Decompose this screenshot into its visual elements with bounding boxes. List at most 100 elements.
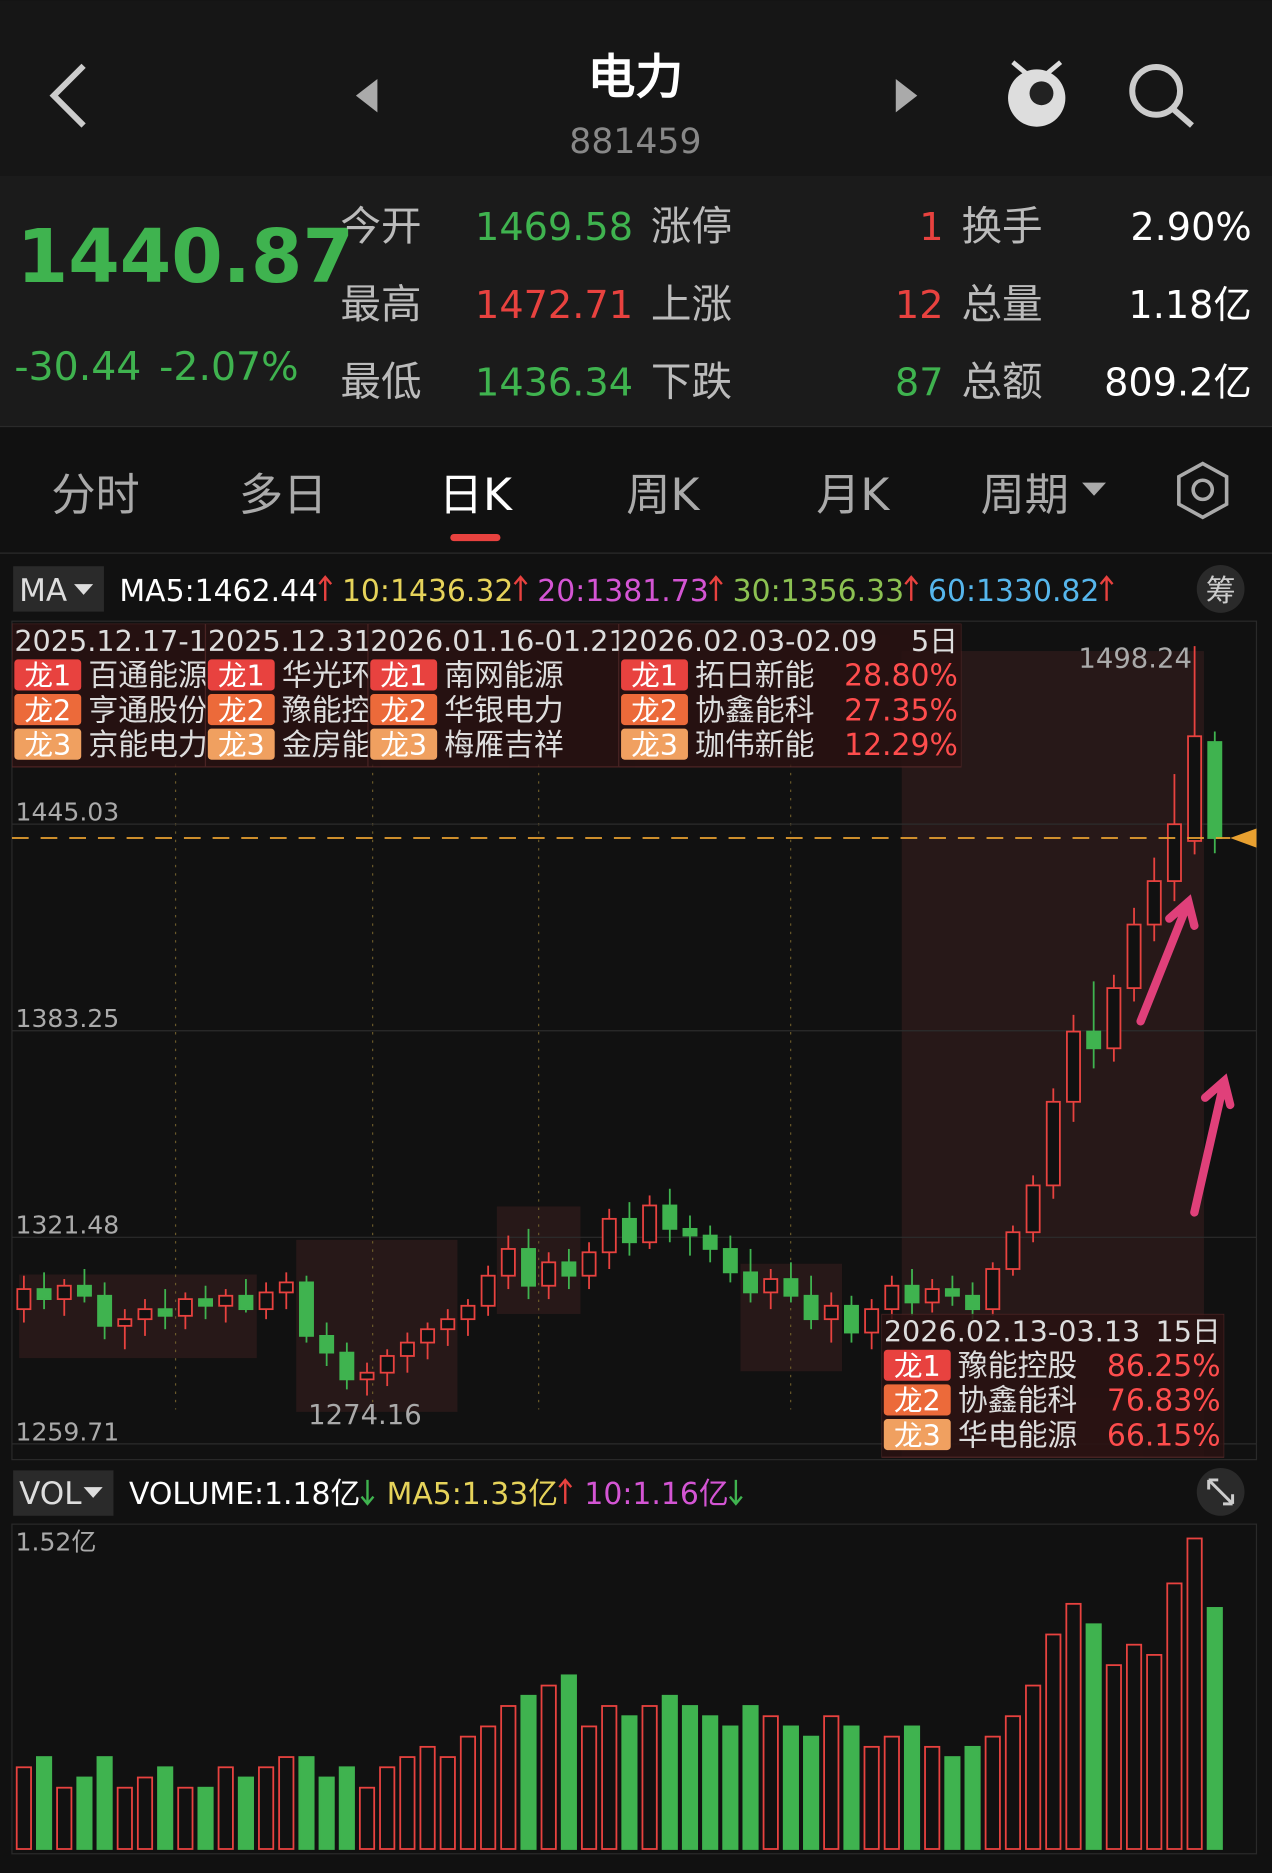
up-arrow bbox=[513, 575, 528, 601]
stock-gain: 76.83% bbox=[1107, 1384, 1221, 1419]
volume-bar bbox=[318, 1776, 335, 1850]
volume-bar bbox=[358, 1786, 376, 1850]
rank-badge bbox=[621, 659, 688, 691]
next-button[interactable] bbox=[895, 78, 918, 113]
volume-bar bbox=[379, 1766, 396, 1850]
stock-name: 豫能控 bbox=[282, 693, 372, 728]
rank: 龙1 bbox=[631, 659, 678, 693]
volume-bar bbox=[540, 1684, 557, 1850]
candle-body bbox=[884, 1284, 900, 1311]
extreme-label: 1498.24 bbox=[1078, 644, 1192, 675]
y-tick-label: 1383.25 bbox=[16, 1004, 120, 1033]
stock-name: 金房能 bbox=[282, 728, 372, 763]
stock-name: 协鑫能科 bbox=[958, 1384, 1077, 1419]
rank-badge bbox=[370, 728, 438, 760]
tab[interactable]: 多日 bbox=[239, 470, 327, 521]
up-arrow bbox=[709, 575, 723, 601]
candle-body bbox=[299, 1281, 314, 1337]
volume-bar bbox=[762, 1715, 779, 1850]
y-tick-label: 1445.03 bbox=[16, 798, 120, 827]
candle-body bbox=[1086, 1030, 1102, 1050]
stat-label: 最高 bbox=[340, 280, 421, 328]
tab-indicator bbox=[450, 533, 501, 542]
stat-label: 涨停 bbox=[651, 202, 732, 250]
candle-body bbox=[258, 1291, 274, 1311]
ma-value: MA5:1462.44 bbox=[119, 574, 318, 609]
search-icon[interactable] bbox=[1129, 64, 1194, 128]
last-price-pointer bbox=[1230, 828, 1257, 848]
tab[interactable]: 周K bbox=[626, 470, 700, 521]
volume-bar bbox=[903, 1725, 921, 1850]
candle-body bbox=[460, 1304, 476, 1321]
volume-bar bbox=[621, 1715, 638, 1850]
rank: 龙2 bbox=[380, 693, 427, 727]
rank: 龙3 bbox=[894, 1418, 941, 1452]
stock-name: 百通能源 bbox=[88, 659, 207, 694]
candle-body bbox=[278, 1281, 294, 1294]
stat-value: 12 bbox=[895, 284, 944, 328]
annotation-arrow bbox=[1190, 1073, 1235, 1217]
candle-body bbox=[823, 1304, 839, 1321]
candle-body bbox=[1005, 1231, 1021, 1270]
back-button[interactable] bbox=[49, 63, 86, 128]
volume-bar bbox=[258, 1766, 275, 1850]
rank: 龙2 bbox=[218, 693, 265, 727]
tab[interactable]: 周期 bbox=[981, 470, 1069, 521]
volume-bar bbox=[863, 1745, 880, 1850]
volume-bar bbox=[984, 1735, 1001, 1850]
volume-bar bbox=[1085, 1623, 1102, 1850]
volume-bar bbox=[883, 1735, 900, 1850]
candle-body bbox=[76, 1284, 92, 1297]
candle-body bbox=[1187, 735, 1203, 842]
rank: 龙1 bbox=[380, 659, 427, 693]
chip-button[interactable] bbox=[1196, 565, 1245, 613]
volume-bar bbox=[96, 1756, 113, 1850]
chip-label: 筹 bbox=[1206, 574, 1236, 609]
volume-bar bbox=[681, 1705, 699, 1850]
tab[interactable]: 日K bbox=[439, 470, 513, 521]
volume-bar bbox=[1146, 1654, 1163, 1850]
ma-value: 30:1356.33 bbox=[733, 574, 904, 609]
candle-body bbox=[157, 1308, 173, 1317]
candle-body bbox=[521, 1248, 536, 1287]
ma-selector-label: MA bbox=[19, 573, 67, 609]
stat-label: 最低 bbox=[340, 357, 421, 405]
volume-bar bbox=[459, 1735, 477, 1850]
candle-body bbox=[359, 1371, 375, 1381]
up-arrow bbox=[1099, 575, 1114, 601]
candle-body bbox=[561, 1261, 577, 1277]
candle-body bbox=[379, 1355, 395, 1374]
candle-body bbox=[763, 1278, 779, 1294]
prev-button[interactable] bbox=[355, 78, 378, 113]
volume-bar bbox=[944, 1756, 961, 1850]
stat-label: 下跌 bbox=[651, 357, 732, 405]
settings-icon[interactable] bbox=[1177, 461, 1229, 520]
candle-body bbox=[1146, 880, 1162, 926]
candle-body bbox=[440, 1318, 456, 1331]
ma-value: 20:1381.73 bbox=[537, 574, 708, 609]
stat-value: 1436.34 bbox=[475, 361, 633, 405]
volume-bar bbox=[1045, 1633, 1062, 1850]
extreme-label: 1274.16 bbox=[308, 1400, 422, 1431]
candle-body bbox=[904, 1284, 920, 1304]
candle-body bbox=[924, 1288, 940, 1304]
candle-body bbox=[399, 1341, 415, 1357]
rank-badge bbox=[207, 694, 275, 726]
candle-body bbox=[238, 1294, 254, 1311]
stat-value: 1469.58 bbox=[475, 206, 633, 250]
change-percent: -2.07% bbox=[159, 344, 298, 390]
tab[interactable]: 月K bbox=[816, 470, 890, 521]
candle-body bbox=[198, 1298, 214, 1307]
candle-body bbox=[1207, 741, 1223, 839]
volume-bar bbox=[1105, 1664, 1122, 1850]
candle-body bbox=[339, 1351, 355, 1381]
stat-value: 1472.71 bbox=[475, 284, 633, 328]
mascot-icon[interactable] bbox=[1008, 60, 1066, 127]
tab[interactable]: 分时 bbox=[51, 470, 139, 521]
candle-body bbox=[117, 1318, 133, 1327]
volume-bar bbox=[116, 1786, 133, 1850]
candle-body bbox=[541, 1261, 557, 1287]
